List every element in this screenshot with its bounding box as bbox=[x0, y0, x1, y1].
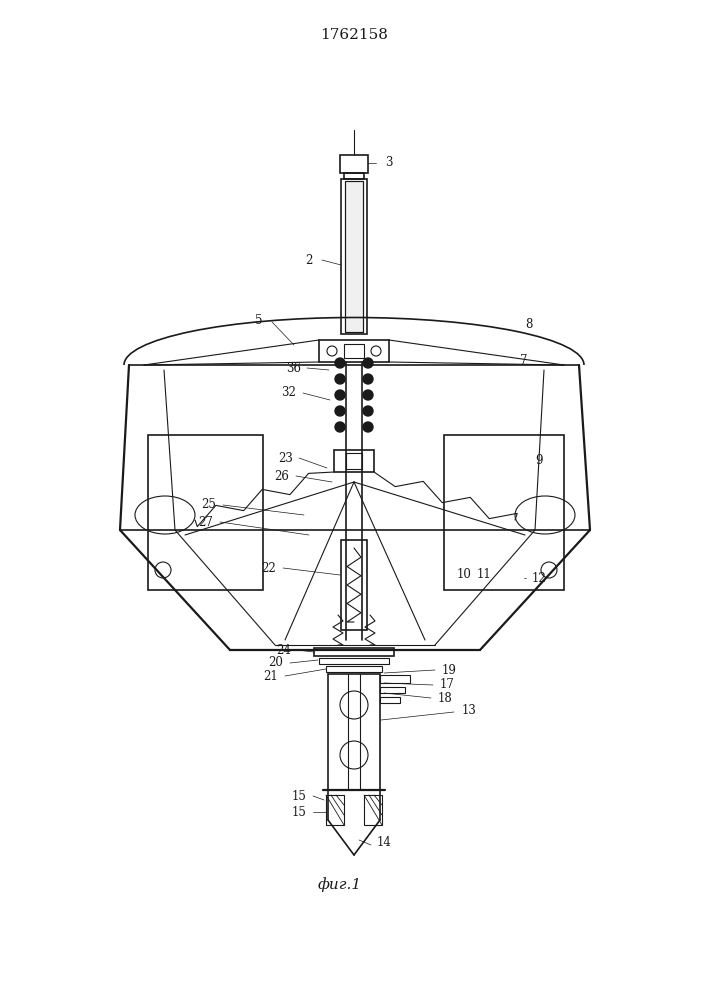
Bar bbox=[341, 540, 367, 630]
Text: 25: 25 bbox=[201, 498, 216, 512]
Text: 26: 26 bbox=[274, 470, 289, 483]
Text: 1762158: 1762158 bbox=[320, 28, 388, 42]
Text: 13: 13 bbox=[462, 704, 477, 716]
Text: 32: 32 bbox=[281, 386, 296, 399]
Text: 12: 12 bbox=[532, 572, 547, 584]
Circle shape bbox=[335, 358, 345, 368]
Bar bbox=[345, 181, 363, 332]
Text: 27: 27 bbox=[199, 516, 214, 528]
Text: 22: 22 bbox=[262, 562, 276, 574]
Text: 18: 18 bbox=[438, 692, 452, 704]
Text: 20: 20 bbox=[269, 656, 284, 670]
Circle shape bbox=[335, 374, 345, 384]
Bar bbox=[344, 173, 364, 179]
Bar bbox=[380, 697, 400, 703]
Bar bbox=[148, 435, 263, 590]
Text: 36: 36 bbox=[286, 361, 301, 374]
Circle shape bbox=[335, 390, 345, 400]
Text: 11: 11 bbox=[477, 568, 491, 582]
Circle shape bbox=[363, 374, 373, 384]
Text: 7: 7 bbox=[520, 354, 527, 366]
Bar bbox=[341, 179, 367, 334]
Text: 10: 10 bbox=[457, 568, 472, 582]
Text: фиг.1: фиг.1 bbox=[318, 878, 362, 892]
Text: 15: 15 bbox=[291, 790, 306, 802]
Text: 15: 15 bbox=[291, 806, 306, 818]
Text: 19: 19 bbox=[442, 664, 457, 676]
Circle shape bbox=[363, 390, 373, 400]
Circle shape bbox=[363, 422, 373, 432]
Circle shape bbox=[363, 406, 373, 416]
Text: 3: 3 bbox=[385, 156, 393, 169]
Bar bbox=[328, 674, 380, 790]
Bar bbox=[364, 795, 382, 825]
Bar bbox=[345, 181, 363, 332]
Circle shape bbox=[335, 422, 345, 432]
Bar bbox=[334, 450, 374, 472]
Bar bbox=[326, 795, 344, 825]
Bar bbox=[314, 648, 394, 656]
Text: 9: 9 bbox=[535, 454, 543, 466]
Bar bbox=[380, 675, 410, 683]
Text: 8: 8 bbox=[525, 318, 532, 332]
Bar bbox=[346, 453, 362, 469]
Text: 23: 23 bbox=[279, 452, 293, 464]
Text: 5: 5 bbox=[255, 314, 263, 326]
Bar bbox=[319, 658, 389, 664]
Bar bbox=[380, 687, 405, 693]
Bar bbox=[344, 344, 364, 358]
Text: 24: 24 bbox=[276, 644, 291, 656]
Bar bbox=[444, 435, 564, 590]
Text: 2: 2 bbox=[305, 253, 312, 266]
Circle shape bbox=[363, 358, 373, 368]
Bar bbox=[319, 340, 389, 362]
Text: 17: 17 bbox=[440, 678, 455, 692]
Text: 14: 14 bbox=[377, 836, 392, 850]
Bar bbox=[326, 666, 382, 672]
Text: 21: 21 bbox=[264, 670, 279, 682]
Bar bbox=[340, 155, 368, 173]
Circle shape bbox=[335, 406, 345, 416]
